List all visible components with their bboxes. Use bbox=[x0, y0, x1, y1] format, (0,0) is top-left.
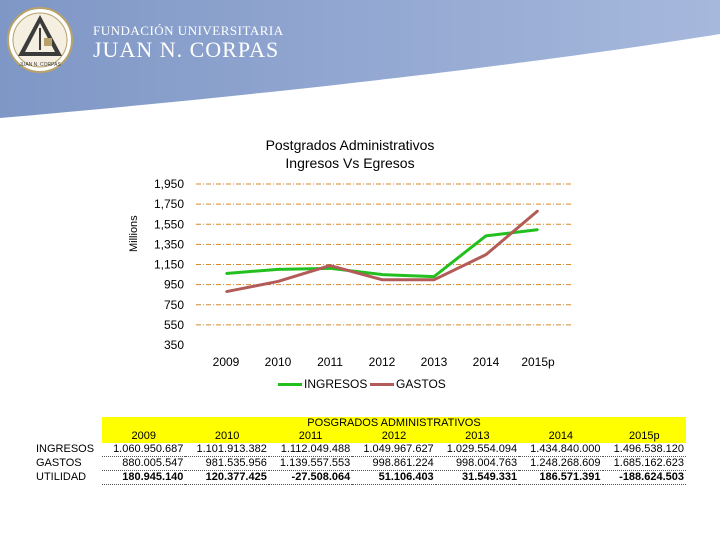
y-tick-label: 1,350 bbox=[154, 237, 184, 251]
table-row-ingresos: INGRESOS 1.060.950.687 1.101.913.382 1.1… bbox=[34, 443, 686, 457]
table-year: 2009 bbox=[102, 430, 186, 443]
chart-grid bbox=[196, 183, 572, 326]
table-title-row: POSGRADOS ADMINISTRATIVOS bbox=[34, 417, 686, 430]
data-point-ingresos bbox=[277, 268, 279, 271]
x-tick-label: 2011 bbox=[317, 355, 343, 369]
y-tick-label: 1,550 bbox=[154, 217, 184, 231]
table-cell: 120.377.425 bbox=[185, 470, 269, 485]
table-row-utilidad: UTILIDAD 180.945.140 120.377.425 -27.508… bbox=[34, 470, 686, 485]
table-year: 2011 bbox=[268, 430, 353, 443]
x-axis-ticks: 2009 2010 2011 2012 2013 2014 2015p bbox=[213, 355, 555, 369]
chart-legend: INGRESOS GASTOS bbox=[270, 376, 510, 392]
table-cell: -27.508.064 bbox=[268, 470, 353, 485]
data-table: POSGRADOS ADMINISTRATIVOS 2009 2010 2011… bbox=[34, 417, 686, 485]
line-chart: 1,950 1,750 1,550 1,350 1,150 950 750 550 350 20… bbox=[154, 177, 572, 369]
data-point-ingresos bbox=[329, 267, 331, 270]
y-tick-label: 750 bbox=[164, 298, 184, 312]
y-tick-label: 350 bbox=[164, 338, 184, 352]
table-cell: 31.549.331 bbox=[435, 470, 520, 485]
table-corner bbox=[34, 417, 102, 430]
legend-item-gastos: GASTOS bbox=[370, 376, 446, 392]
logo-text: JUAN N. CORPAS bbox=[19, 62, 61, 68]
table-cell: 1.112.049.488 bbox=[268, 443, 353, 457]
legend-item-ingresos: INGRESOS bbox=[278, 376, 367, 392]
table-year-row: 2009 2010 2011 2012 2013 2014 2015p bbox=[34, 430, 686, 443]
table-cell: 1.029.554.094 bbox=[435, 443, 520, 457]
table-cell: 51.106.403 bbox=[352, 470, 436, 485]
table-cell: 1.139.557.553 bbox=[268, 456, 353, 471]
chart-series bbox=[225, 209, 539, 294]
table-cell: 1.101.913.382 bbox=[185, 443, 269, 457]
data-point-gastos bbox=[225, 290, 227, 293]
data-point-ingresos bbox=[433, 275, 435, 278]
header-band bbox=[0, 0, 720, 120]
data-point-gastos bbox=[485, 253, 487, 256]
data-point-gastos bbox=[277, 280, 279, 283]
table-title: POSGRADOS ADMINISTRATIVOS bbox=[102, 417, 686, 430]
data-point-gastos bbox=[537, 209, 539, 212]
table-cell: 981.535.956 bbox=[185, 456, 269, 471]
data-table-wrap: POSGRADOS ADMINISTRATIVOS 2009 2010 2011… bbox=[34, 417, 686, 485]
series-line-ingresos bbox=[225, 228, 539, 279]
data-point-ingresos bbox=[225, 272, 227, 275]
y-tick-label: 1,950 bbox=[154, 177, 184, 191]
chart-title-block: Postgrados Administrativos Ingresos Vs E… bbox=[200, 136, 500, 172]
row-label: INGRESOS bbox=[34, 443, 102, 457]
y-tick-label: 950 bbox=[164, 278, 184, 292]
y-axis-ticks: 1,950 1,750 1,550 1,350 1,150 950 750 550 350 bbox=[154, 177, 184, 352]
x-tick-label: 2013 bbox=[421, 355, 448, 369]
row-label: UTILIDAD bbox=[34, 470, 102, 485]
legend-label-gastos: GASTOS bbox=[396, 377, 446, 391]
table-cell: 1.496.538.120 bbox=[602, 443, 686, 457]
table-year: 2010 bbox=[185, 430, 269, 443]
table-cell: 880.005.547 bbox=[102, 456, 186, 471]
brand-subtitle: FUNDACIÓN UNIVERSITARIA bbox=[93, 23, 284, 38]
data-point-gastos bbox=[381, 278, 383, 281]
table-cell: 1.434.840.000 bbox=[519, 443, 603, 457]
table-cell: 1.685.162.623 bbox=[602, 456, 686, 471]
brand-title: JUAN N. CORPAS bbox=[93, 37, 280, 62]
table-corner-2 bbox=[34, 430, 102, 443]
data-point-ingresos bbox=[537, 228, 539, 231]
chart-title: Postgrados Administrativos bbox=[265, 137, 435, 153]
table-row-gastos: GASTOS 880.005.547 981.535.956 1.139.557… bbox=[34, 456, 686, 471]
y-tick-label: 1,750 bbox=[154, 197, 184, 211]
table-year: 2015p bbox=[602, 430, 686, 443]
table-cell: 1.248.268.609 bbox=[519, 456, 603, 471]
table-cell: 1.049.967.627 bbox=[352, 443, 436, 457]
table-cell: 186.571.391 bbox=[519, 470, 603, 485]
y-tick-label: 550 bbox=[164, 318, 184, 332]
table-cell: -188.624.503 bbox=[602, 470, 686, 485]
chart-subtitle: Ingresos Vs Egresos bbox=[285, 155, 415, 171]
data-point-gastos bbox=[329, 264, 331, 267]
table-cell: 1.060.950.687 bbox=[102, 443, 186, 457]
row-label: GASTOS bbox=[34, 456, 102, 471]
x-tick-label: 2010 bbox=[265, 355, 292, 369]
y-tick-label: 1,150 bbox=[154, 258, 184, 272]
x-tick-label: 2015p bbox=[521, 355, 555, 369]
legend-swatch-ingresos bbox=[278, 382, 302, 386]
x-tick-label: 2012 bbox=[369, 355, 396, 369]
table-year: 2012 bbox=[352, 430, 436, 443]
university-logo-icon: JUAN N. CORPAS bbox=[7, 7, 73, 73]
table-cell: 998.004.763 bbox=[435, 456, 520, 471]
legend-label-ingresos: INGRESOS bbox=[304, 377, 368, 391]
x-tick-label: 2014 bbox=[473, 355, 500, 369]
legend-swatch-gastos bbox=[370, 382, 394, 386]
data-point-gastos bbox=[433, 278, 435, 281]
table-year: 2013 bbox=[435, 430, 520, 443]
data-point-ingresos bbox=[381, 273, 383, 276]
data-point-ingresos bbox=[485, 235, 487, 237]
table-year: 2014 bbox=[519, 430, 603, 443]
table-cell: 180.945.140 bbox=[102, 470, 186, 485]
header-background bbox=[0, 0, 720, 118]
x-tick-label: 2009 bbox=[213, 355, 240, 369]
table-cell: 998.861.224 bbox=[352, 456, 436, 471]
